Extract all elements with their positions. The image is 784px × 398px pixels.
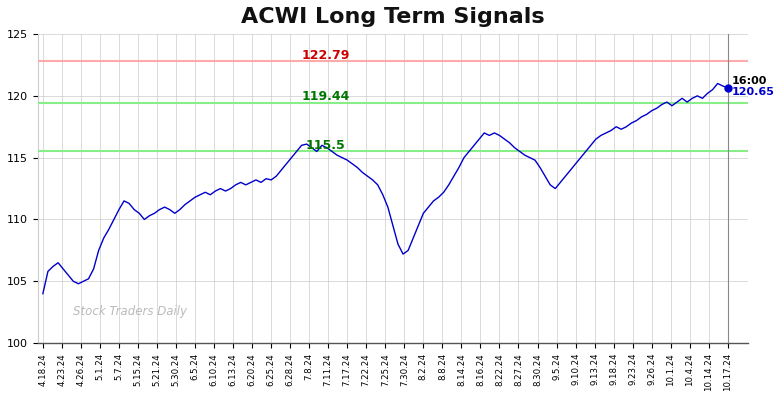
Text: 16:00: 16:00	[731, 76, 768, 86]
Text: 120.65: 120.65	[731, 87, 775, 97]
Title: ACWI Long Term Signals: ACWI Long Term Signals	[241, 7, 545, 27]
Text: 115.5: 115.5	[306, 139, 346, 152]
Text: 119.44: 119.44	[302, 90, 350, 103]
Text: Stock Traders Daily: Stock Traders Daily	[74, 305, 187, 318]
Text: 122.79: 122.79	[302, 49, 350, 62]
